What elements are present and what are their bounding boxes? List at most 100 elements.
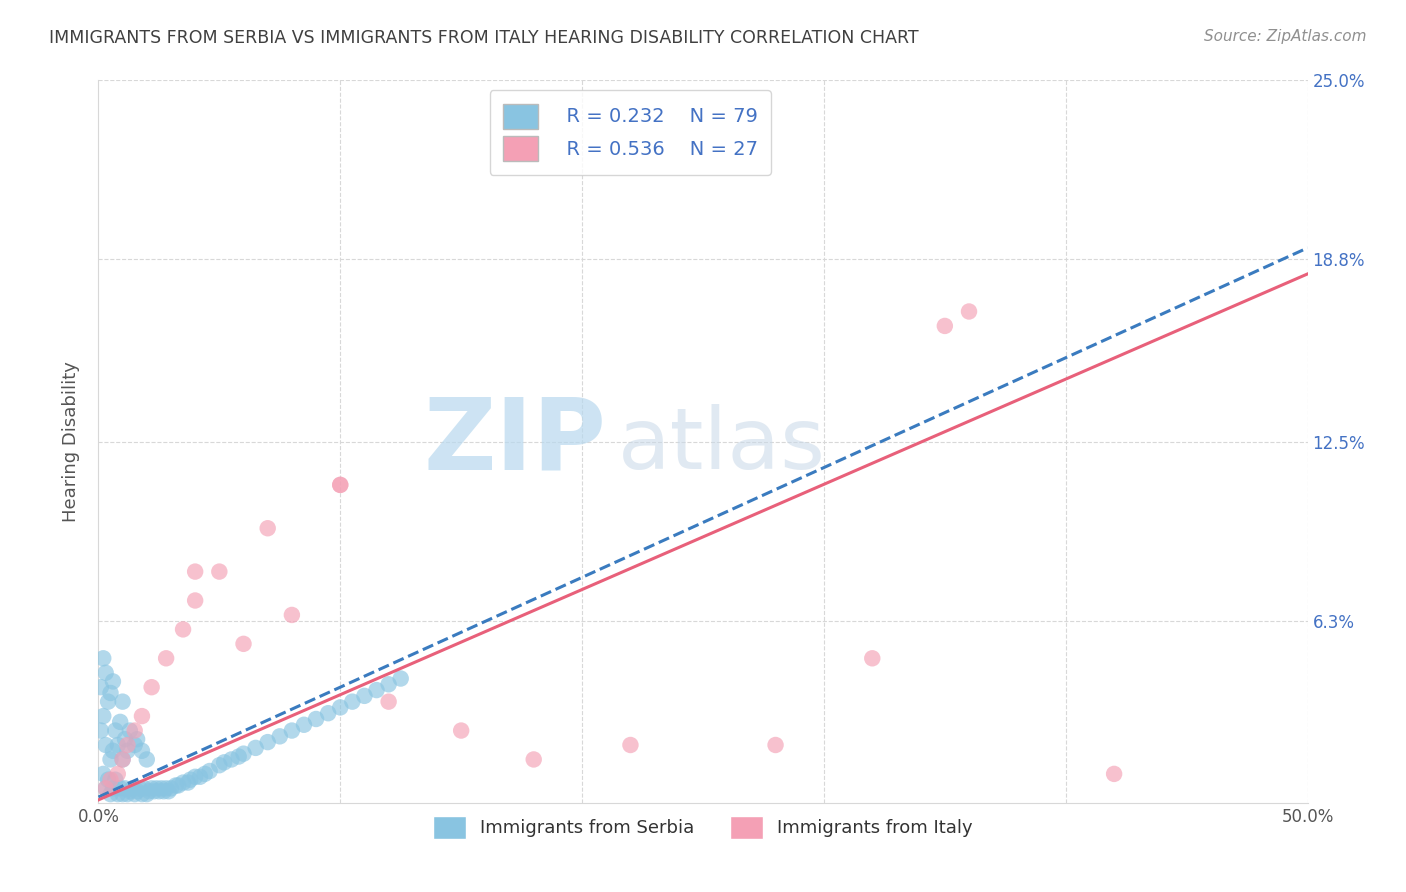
Text: IMMIGRANTS FROM SERBIA VS IMMIGRANTS FROM ITALY HEARING DISABILITY CORRELATION C: IMMIGRANTS FROM SERBIA VS IMMIGRANTS FRO… [49,29,920,46]
Point [221,752,243,766]
Point [212,756,235,770]
Point [97,695,120,709]
Text: ZIP: ZIP [423,393,606,490]
Point [131,787,153,801]
Point [107,787,129,801]
Point [117,738,139,752]
Point [860,651,883,665]
Point [150,781,173,796]
Point [94,738,117,752]
Point [124,787,146,801]
Point [107,767,129,781]
Point [111,752,134,766]
Point [111,752,134,766]
Point [117,787,139,801]
Text: Source: ZipAtlas.com: Source: ZipAtlas.com [1204,29,1367,44]
Point [108,714,131,729]
Point [94,781,117,796]
Point [177,775,200,789]
Point [114,732,136,747]
Point [97,772,120,787]
Point [269,729,291,743]
Point [245,740,267,755]
Point [118,723,141,738]
Point [135,787,157,801]
Point [128,781,150,796]
Point [104,772,127,787]
Point [127,784,149,798]
Point [353,689,375,703]
Point [121,781,143,796]
Point [138,784,160,798]
Point [377,677,399,691]
Point [329,478,352,492]
Point [141,680,163,694]
Point [329,700,352,714]
Point [184,565,207,579]
Point [145,781,167,796]
Point [292,718,315,732]
Point [127,732,149,747]
Y-axis label: Hearing Disability: Hearing Disability [62,361,80,522]
Point [124,723,146,738]
Point [101,674,124,689]
Point [100,686,122,700]
Point [107,738,129,752]
Point [184,593,207,607]
Point [957,304,980,318]
Point [228,749,250,764]
Point [134,781,156,796]
Point [152,784,174,798]
Point [104,723,127,738]
Point [118,784,141,798]
Point [934,318,956,333]
Point [172,623,194,637]
Point [143,784,166,798]
Point [167,779,190,793]
Point [316,706,339,721]
Point [184,770,207,784]
Point [342,695,364,709]
Point [366,683,388,698]
Point [100,787,122,801]
Point [141,781,163,796]
Point [281,607,304,622]
Point [91,651,114,665]
Point [135,752,157,766]
Point [208,565,231,579]
Point [305,712,328,726]
Point [232,747,254,761]
Point [389,672,412,686]
Point [619,738,641,752]
Point [111,787,134,801]
Point [114,781,136,796]
Point [117,744,139,758]
Point [131,744,153,758]
Point [256,521,278,535]
Point [148,784,170,798]
Point [165,779,187,793]
Point [1102,767,1125,781]
Point [108,781,131,796]
Point [765,738,787,752]
Point [256,735,278,749]
Point [160,781,183,796]
Point [91,709,114,723]
Point [377,695,399,709]
Point [179,772,201,787]
Point [111,695,134,709]
Point [124,738,146,752]
Point [157,784,180,798]
Point [281,723,304,738]
Point [188,770,211,784]
Point [194,767,217,781]
Legend: Immigrants from Serbia, Immigrants from Italy: Immigrants from Serbia, Immigrants from … [425,806,981,848]
Point [100,752,122,766]
Point [94,665,117,680]
Point [208,758,231,772]
Point [232,637,254,651]
Point [91,767,114,781]
Point [131,709,153,723]
Point [101,781,124,796]
Point [90,680,112,694]
